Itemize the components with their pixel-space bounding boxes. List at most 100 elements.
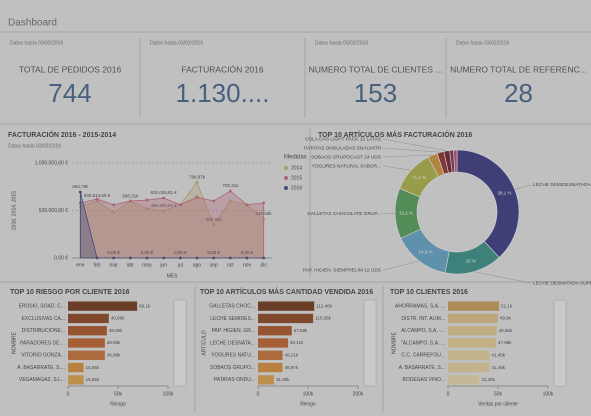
- bar: [258, 375, 274, 385]
- kpi-value: 1.130....: [176, 78, 270, 108]
- y-tick-label: ALCAMPO, S.A. -...: [401, 328, 445, 334]
- x-tick-label: 0: [257, 391, 260, 397]
- data-label: 40,86k: [111, 316, 125, 321]
- chart-title: TOP 10 ARTÍCULOS MÁS FACTURACIÓN 2016: [318, 130, 472, 139]
- data-label: 31,89k: [276, 377, 290, 382]
- kpi-label: FACTURACIÓN 2016: [181, 64, 263, 74]
- y-tick-label: LECHE DESNATA...: [210, 340, 255, 346]
- data-label: 41,45k: [491, 365, 505, 370]
- x-tick-label: dic: [260, 262, 267, 268]
- slice-label: 15 %: [466, 258, 476, 263]
- y-tick-label: YOGURES NATU...: [211, 353, 255, 359]
- point: [245, 256, 249, 260]
- bar: [68, 301, 138, 311]
- x-tick-label: mar: [109, 262, 118, 268]
- slice: [453, 149, 458, 173]
- point: [262, 201, 266, 205]
- bar: [68, 362, 84, 373]
- y-tick-label: VITORIO GONZA...: [21, 353, 65, 359]
- kpi-note: Datos hasta 03/02/2016: [315, 40, 368, 46]
- x-tick-label: jul: [177, 262, 183, 268]
- y-tick-label: LECHE SEMIDES...: [210, 316, 255, 322]
- legend-swatch: [284, 176, 288, 180]
- point: [228, 189, 232, 193]
- slice-label: 14,9 %: [419, 249, 433, 254]
- point: [112, 256, 116, 260]
- leader-line: [514, 184, 532, 190]
- data-label: 496.263,52 €: [151, 203, 178, 208]
- category-label: SOBAOS GRUPOCAST 24 UDS: [311, 154, 381, 160]
- point: [228, 199, 232, 203]
- x-tick-label: 100k: [163, 391, 174, 397]
- data-label: 36,86k: [107, 340, 121, 345]
- data-label: 15,65k: [86, 377, 100, 382]
- y-tick-label: 500.000,00 €: [39, 208, 68, 214]
- data-label: 600.614,50 €: [84, 193, 111, 198]
- data-label: 0,00 €: [241, 250, 254, 255]
- data-label: 598,31k: [122, 193, 139, 198]
- x-tick-label: 0: [447, 391, 450, 397]
- kpi-note: Datos hasta 03/02/2016: [150, 40, 203, 46]
- data-label: 48,65k: [499, 328, 513, 333]
- point: [128, 256, 132, 260]
- x-tick-label: sep: [210, 262, 218, 268]
- data-label: 31,36k: [481, 377, 495, 382]
- data-label: 51,1k: [501, 303, 513, 308]
- point: [178, 203, 182, 207]
- point: [162, 196, 166, 200]
- data-label: 112,46k: [316, 303, 332, 308]
- y-axis-label: NOMBRE: [391, 331, 397, 354]
- data-label: 67,58k: [294, 328, 308, 333]
- point: [262, 256, 266, 260]
- point: [145, 256, 149, 260]
- slice-label: 11,1 %: [412, 175, 426, 180]
- data-label: 60,11k: [290, 340, 304, 345]
- legend-label: 2015: [291, 175, 302, 181]
- x-tick-label: 100k: [543, 391, 554, 397]
- bar: [448, 326, 497, 336]
- data-label: 110,36k: [315, 316, 331, 321]
- kpi-value: 28: [504, 78, 533, 108]
- bar: [448, 313, 498, 324]
- x-tick-label: jun: [159, 262, 167, 268]
- x-axis-label: Riesgo: [110, 401, 126, 407]
- category-label: LECHE SEMIDESNATADA SUPE...: [533, 182, 591, 188]
- x-tick-label: 200k: [353, 391, 364, 397]
- point: [112, 211, 116, 214]
- point: [145, 207, 149, 211]
- bar: [258, 301, 315, 311]
- y-tick-label: A. BASARRATE, S...: [399, 365, 445, 371]
- y-tick-label: PARADORES DE ...: [20, 340, 65, 346]
- data-label: 41,45k: [491, 352, 505, 357]
- slice-label: 38,1 %: [497, 191, 511, 196]
- data-label: 69,1k: [139, 303, 151, 308]
- x-tick-label: nov: [243, 262, 252, 268]
- y-axis-label: ARTÍCULO: [200, 330, 207, 355]
- legend-swatch: [284, 186, 288, 190]
- point: [195, 256, 199, 260]
- bar: [258, 350, 283, 360]
- chart-title: TOP 10 CLIENTES 2016: [390, 289, 468, 296]
- bar: [68, 313, 109, 324]
- x-axis-label: Ventas por cliente: [478, 401, 518, 407]
- category-label: YOGURES NATURAL SABOR...: [312, 163, 381, 169]
- y-tick-label: DISTRIBUCIONE...: [22, 328, 65, 334]
- kpi-label: TOTAL DE PEDIDOS 2016: [19, 64, 122, 74]
- data-label: 36,86k: [107, 352, 121, 357]
- x-tick-label: 50k: [114, 391, 123, 397]
- data-label: 49,9k: [500, 316, 512, 321]
- x-axis-label: Riesgo: [300, 401, 316, 407]
- data-label: 49,21k: [285, 352, 299, 357]
- y-tick-label: VEGAMAGAZ, S.L...: [19, 377, 65, 383]
- legend-title: Medidas: [284, 155, 307, 161]
- data-label: 694,78k: [72, 184, 89, 189]
- scrollbar: [363, 299, 377, 387]
- bar: [258, 338, 289, 348]
- kpi-label: NUMERO TOTAL DE REFERENC...: [450, 64, 587, 74]
- y-tick-label: SOBAOS GRUPO...: [210, 365, 255, 371]
- data-label: 0,00 €: [141, 250, 154, 255]
- y-tick-label: GALLETAS CHOC...: [209, 303, 255, 309]
- data-label: 15,65k: [86, 365, 100, 370]
- chart-subtitle: Datos hasta 03/02/2016: [8, 143, 61, 149]
- bar: [258, 326, 292, 336]
